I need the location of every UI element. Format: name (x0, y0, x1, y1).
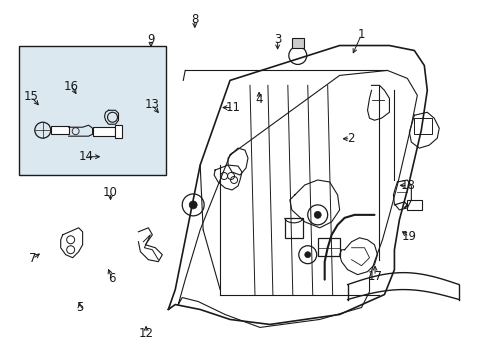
Text: 4: 4 (255, 93, 263, 106)
Bar (407, 200, 422, 210)
Bar (51, 126, 68, 134)
Bar (291, 37, 303, 48)
Text: 7: 7 (29, 252, 36, 265)
Text: 14: 14 (79, 150, 94, 163)
Text: 1: 1 (357, 28, 365, 41)
Text: 17: 17 (367, 270, 382, 283)
Text: 15: 15 (23, 90, 39, 103)
Text: 13: 13 (144, 98, 159, 111)
Text: 9: 9 (147, 33, 154, 46)
Circle shape (189, 201, 197, 209)
Bar (114, 125, 122, 138)
Bar (413, 118, 431, 134)
Text: 3: 3 (273, 33, 281, 46)
Bar (285, 218, 302, 238)
Text: 8: 8 (191, 13, 198, 26)
Text: 6: 6 (108, 272, 116, 285)
Circle shape (314, 211, 321, 219)
Text: 19: 19 (401, 230, 416, 243)
Bar (317, 238, 339, 256)
Text: 16: 16 (64, 80, 79, 93)
Bar (92, 127, 114, 136)
Text: 5: 5 (76, 301, 83, 314)
Text: 2: 2 (346, 132, 354, 145)
Bar (19, 45, 166, 175)
Text: 12: 12 (138, 327, 153, 340)
Text: 11: 11 (225, 101, 240, 114)
Circle shape (304, 252, 310, 258)
Text: 18: 18 (399, 179, 414, 192)
Text: 10: 10 (103, 186, 118, 199)
